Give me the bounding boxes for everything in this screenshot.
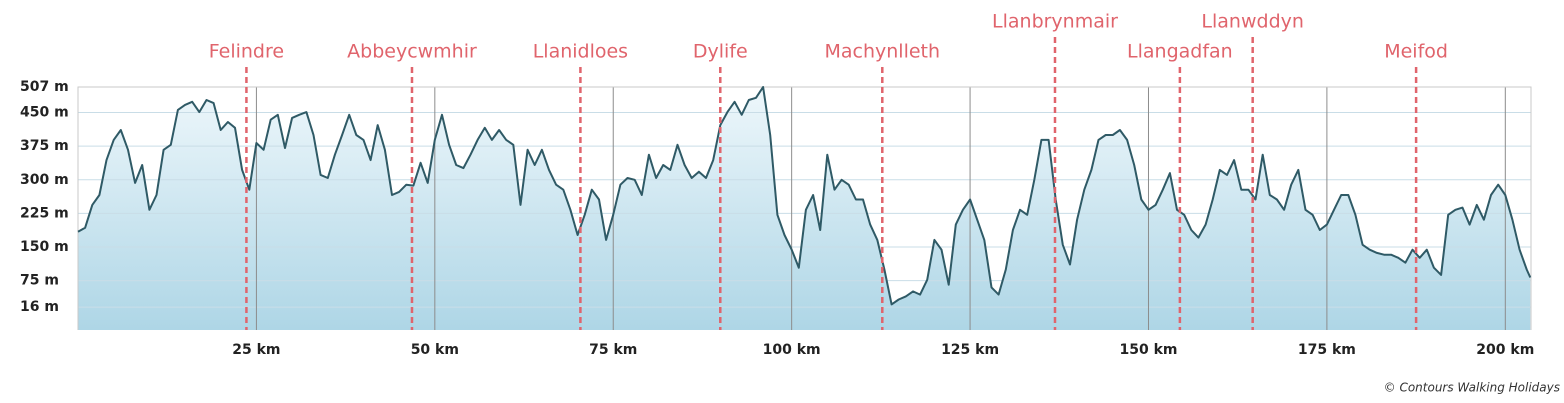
x-tick-label: 75 km — [589, 342, 637, 358]
y-tick-label: 16 m — [20, 299, 59, 315]
town-label: Dylife — [693, 41, 748, 63]
y-tick-label: 75 m — [20, 273, 59, 289]
town-label: Llanbrynmair — [992, 11, 1118, 33]
y-tick-label: 225 m — [20, 205, 69, 221]
x-tick-label: 200 km — [1476, 342, 1534, 358]
town-label: Meifod — [1384, 41, 1448, 63]
town-label: Llangadfan — [1127, 41, 1233, 63]
y-tick-label: 507 m — [20, 79, 69, 95]
town-label: Llanwddyn — [1201, 11, 1304, 33]
elevation-line — [77, 86, 1532, 306]
town-label: Machynlleth — [825, 41, 941, 63]
elevation-area — [78, 87, 1531, 330]
x-tick-label: 175 km — [1298, 342, 1356, 358]
x-tick-label: 25 km — [232, 342, 280, 358]
x-tick-label: 150 km — [1119, 342, 1177, 358]
town-label: Felindre — [209, 41, 284, 63]
town-label: Abbeycwmhir — [347, 41, 477, 63]
town-label: Llanidloes — [533, 41, 628, 63]
y-tick-label: 375 m — [20, 138, 69, 154]
x-tick-label: 50 km — [411, 342, 459, 358]
y-tick-label: 150 m — [20, 239, 69, 255]
credit: © Contours Walking Holidays — [1384, 381, 1560, 395]
x-tick-label: 100 km — [763, 342, 821, 358]
y-tick-label: 450 m — [20, 105, 69, 121]
x-tick-label: 125 km — [941, 342, 999, 358]
plot-frame — [77, 86, 1532, 330]
y-tick-label: 300 m — [20, 172, 69, 188]
